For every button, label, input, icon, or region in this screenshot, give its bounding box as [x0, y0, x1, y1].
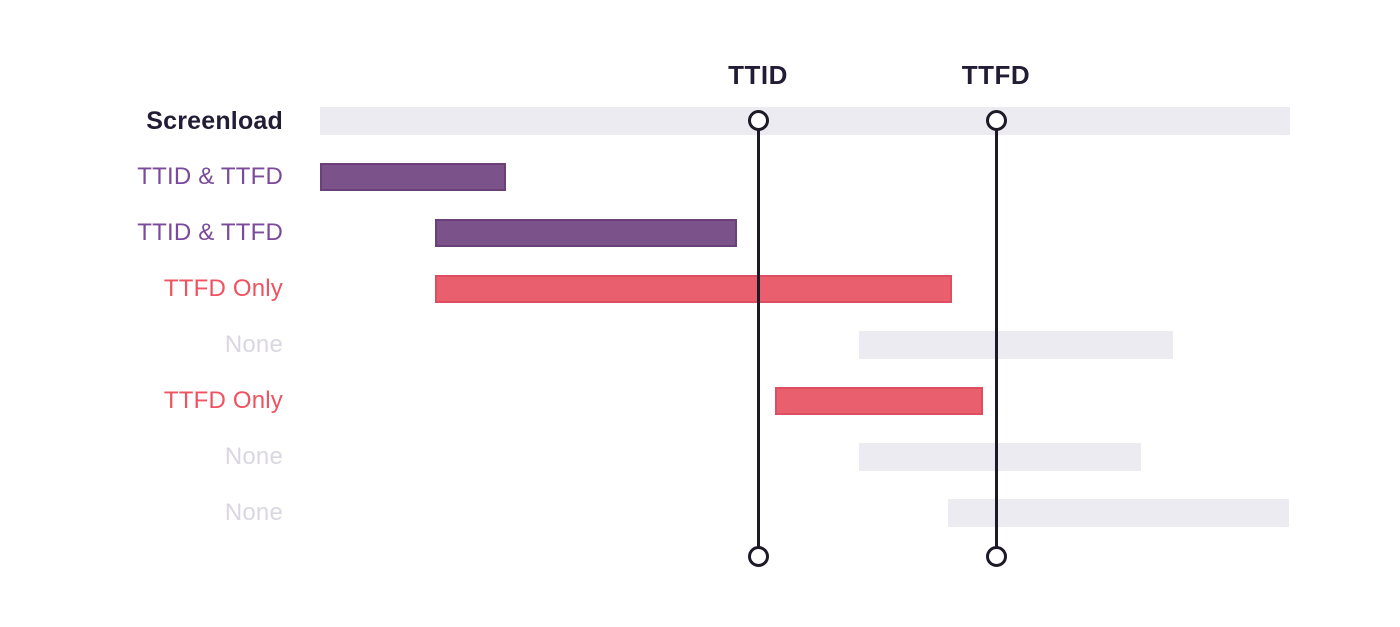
ttfd-marker-label: TTFD: [961, 60, 1031, 90]
ttid-top-circle: [747, 109, 769, 131]
ttid-marker-line: [756, 120, 760, 556]
row-label-none: None: [224, 331, 283, 358]
ttfd-top-circle: [985, 109, 1007, 131]
row-label-none: None: [224, 499, 283, 526]
row-label-ttid-ttfd: TTID & TTFD: [137, 163, 283, 190]
row-label-screenload: Screenload: [146, 107, 283, 135]
span-bar-4: [435, 275, 952, 303]
span-bar-3: [435, 219, 737, 247]
span-bar-7: [859, 443, 1141, 471]
span-bar-5: [859, 331, 1173, 359]
ttfd-marker-line: [994, 120, 998, 556]
span-bar-2: [320, 163, 506, 191]
ttfd-bottom-circle: [985, 545, 1007, 567]
ttid-marker-label: TTID: [728, 60, 788, 90]
span-bar-8: [948, 499, 1289, 527]
span-bar-1: [320, 107, 1290, 135]
ttid-bottom-circle: [747, 545, 769, 567]
row-label-none: None: [224, 443, 283, 470]
span-bar-6: [775, 387, 983, 415]
row-label-ttfd-only: TTFD Only: [163, 275, 283, 302]
row-label-ttfd-only: TTFD Only: [163, 387, 283, 414]
row-label-ttid-ttfd: TTID & TTFD: [137, 219, 283, 246]
